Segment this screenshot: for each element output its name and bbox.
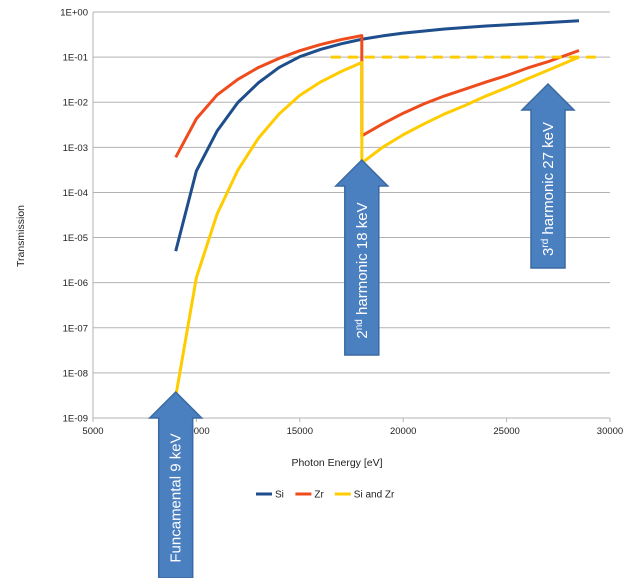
x-tick-label: 30000	[597, 426, 623, 437]
series-line-zr	[174, 34, 580, 159]
y-tick-label: 1E-06	[63, 278, 88, 289]
tick-labels: 1E-09 1E-08 1E-07 1E-06 1E-05 1E-04 1E-03 1E-02…	[60, 8, 623, 438]
x-tick-label: 15000	[287, 426, 313, 437]
annotation-arrow: 2nd harmonic 18 keV	[333, 158, 390, 356]
y-tick-label: 1E-01	[63, 53, 88, 64]
arrow-label: 3rd harmonic 27 keV	[540, 122, 557, 256]
legend: Si Zr Si and Zr	[256, 490, 395, 501]
x-tick-label: 5000	[82, 426, 103, 437]
arrow-shape	[333, 158, 390, 356]
y-tick-label: 1E-05	[63, 233, 88, 244]
arrow-label: 2nd harmonic 18 keV	[354, 202, 371, 338]
legend-label: Si and Zr	[354, 490, 395, 501]
legend-label: Si	[275, 490, 284, 501]
legend-item: Si	[256, 490, 284, 501]
series-lines	[174, 19, 600, 397]
annotation-arrow: Funcamental 9 keV	[147, 390, 204, 578]
annotation-arrow: 3rd harmonic 27 keV	[520, 82, 576, 269]
arrow-label: Funcamental 9 keV	[168, 433, 185, 562]
y-tick-label: 1E-04	[63, 188, 88, 199]
legend-label: Zr	[314, 490, 324, 501]
y-tick-label: 1E-03	[63, 143, 88, 154]
annotation-arrows: Funcamental 9 keV 2nd harmonic 18 keV 3rd …	[147, 82, 576, 578]
y-tick-label: 1E-08	[63, 368, 88, 379]
arrow-shape	[520, 82, 576, 269]
x-axis-label: Photon Energy [eV]	[291, 457, 382, 469]
y-tick-label: 1E-09	[63, 414, 88, 425]
x-tick-label: 10000	[183, 426, 209, 437]
x-tick-label: 20000	[390, 426, 416, 437]
y-tick-label: 1E-02	[63, 98, 88, 109]
series-line-si	[174, 19, 580, 252]
arrow-shape	[147, 390, 204, 578]
x-tick-label: 25000	[493, 426, 519, 437]
y-tick-label: 1E+00	[60, 8, 88, 19]
legend-item: Zr	[295, 490, 325, 501]
legend-item: Si and Zr	[334, 490, 395, 501]
y-axis-label: Transmission	[15, 205, 27, 267]
y-tick-label: 1E-07	[63, 323, 88, 334]
